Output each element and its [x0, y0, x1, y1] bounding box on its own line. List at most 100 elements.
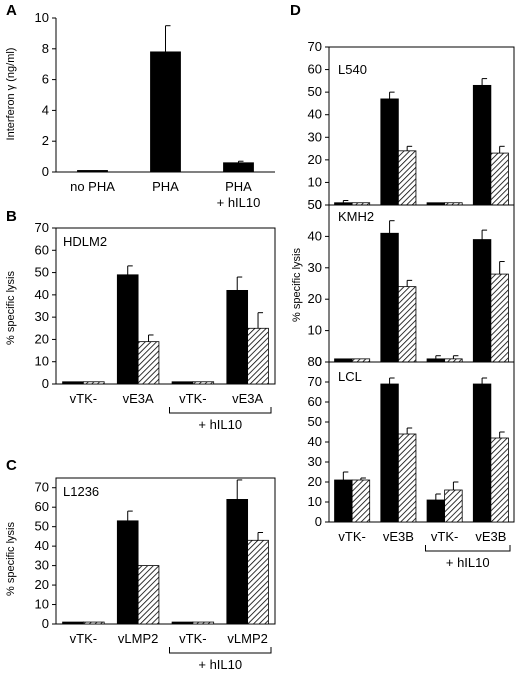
- panel-b-frame: [55, 227, 276, 385]
- panel-a-category-label: PHA: [225, 179, 252, 194]
- panel-c-ylabel: % specific lysis: [5, 522, 17, 596]
- panel-d-sub3-bar-hatched: [351, 479, 371, 523]
- panel-a-ylabel: Interferon γ (ng/ml): [5, 48, 17, 141]
- panel-d-sub1-bar-solid: [472, 84, 492, 206]
- panel-c-inset-label: L1236: [63, 484, 99, 499]
- panel-a-bar-solid: [223, 162, 254, 173]
- panel-d-sub2-ytick-label: 40: [308, 228, 322, 243]
- panel-d-sub2-ytick-label: 50: [308, 197, 322, 212]
- panel-c-bar-hatched: [82, 621, 105, 625]
- panel-c-ytick-label: 10: [35, 597, 49, 612]
- panel-d-l540-label: L540: [338, 62, 367, 77]
- panel-d-sub3-group-label: + hIL10: [446, 555, 490, 570]
- panel-d-sub1-ytick-label: 20: [308, 152, 322, 167]
- panel-c-bar-hatched: [247, 539, 269, 625]
- panel-d-plot: 0102030405060700102030405001020304050607…: [308, 39, 515, 570]
- panel-d-sub2-bar-hatched: [397, 286, 417, 363]
- panel-a-ytick-label: 4: [42, 102, 49, 117]
- panel-b-ytick-label: 10: [35, 354, 49, 369]
- panel-b-label: B: [6, 208, 17, 225]
- panel-d-sub2-bar-hatched: [490, 273, 509, 363]
- panel-d-sub1-ytick-label: 70: [308, 39, 322, 54]
- panel-c-category-label: vTK-: [70, 631, 97, 646]
- panel-b-bar-hatched: [82, 381, 105, 385]
- panel-c-ytick-label: 20: [35, 577, 49, 592]
- panel-c-label: C: [6, 457, 17, 474]
- panel-d-sub1-ytick-label: 60: [308, 62, 322, 77]
- panel-d-sub2-ytick-label: 10: [308, 323, 322, 338]
- panel-c-group-label: + hIL10: [198, 657, 242, 672]
- panel-d-sub3-bar-hatched: [490, 437, 509, 523]
- panel-c-bar-solid: [226, 499, 249, 625]
- panel-c-bar-hatched: [192, 621, 215, 625]
- panel-c-ytick-label: 50: [35, 519, 49, 534]
- panel-b-plot: 0 10 20 30 40 50 60 70 vTK-vE3A vTK-vE3A + hIL10: [35, 220, 276, 432]
- panel-b-category-label: vE3A: [232, 391, 263, 406]
- panel-c-plot: 0 10 20 30 40 50 60 70 vTK-vLMP2 vTK-vLMP2 + hIL10: [35, 477, 276, 672]
- panel-a-category-label: PHA: [152, 179, 179, 194]
- panel-b-ytick-label: 0: [42, 376, 49, 391]
- panel-a: A Interferon γ (ng/ml) 0 2 4 6 8 10 no PHA PHA P…: [5, 2, 275, 210]
- panel-b-bar-solid: [226, 289, 249, 385]
- panel-d-label: D: [290, 2, 301, 19]
- panel-c-ytick-label: 0: [42, 616, 49, 631]
- panel-d-sub1-ytick-label: 40: [308, 107, 322, 122]
- panel-c-category-label: vTK-: [179, 631, 206, 646]
- panel-d-sub1-ytick-label: 50: [308, 84, 322, 99]
- panel-c-bar-solid: [62, 621, 84, 625]
- panel-b-group-bracket: [169, 407, 272, 414]
- panel-b-ytick-label: 30: [35, 309, 49, 324]
- panel-c-bar-solid: [116, 520, 139, 625]
- panel-c-ytick-label: 70: [35, 480, 49, 495]
- panel-d-sub3-category-label: vTK-: [338, 529, 365, 544]
- panel-c-category-label: vLMP2: [118, 631, 158, 646]
- panel-a-ytick-label: 6: [42, 72, 49, 87]
- panel-d-sub2-bar-solid: [472, 239, 492, 363]
- panel-d-sub3-group-bracket: [425, 545, 511, 552]
- panel-d-sub3-ytick-label: 50: [308, 414, 322, 429]
- panel-c-bar-hatched: [137, 565, 160, 625]
- panel-b-group-label: + hIL10: [198, 417, 242, 432]
- panel-b-category-label: vE3A: [123, 391, 154, 406]
- panel-d-sub3-bar-hatched: [444, 489, 463, 523]
- panel-b-ytick-label: 40: [35, 287, 49, 302]
- panel-d-sub3-bar-hatched: [397, 433, 417, 523]
- panel-d-sub3-ytick-label: 20: [308, 474, 322, 489]
- panel-d-sub3-ytick-label: 30: [308, 454, 322, 469]
- panel-d: D % specific lysis L540 KMH2 LCL 0 10 20 30…: [290, 2, 515, 570]
- panel-c: C % specific lysis L1236 0 10 20 30 40 50 60 70…: [5, 457, 276, 672]
- panel-a-bar-solid: [150, 51, 181, 173]
- panel-b-bar-solid: [116, 274, 139, 385]
- panel-d-sub3-category-label: vTK-: [431, 529, 458, 544]
- panel-b-bar-hatched: [137, 341, 160, 385]
- panel-d-sub2-bar-solid: [380, 232, 399, 363]
- panel-d-sub1-bar-hatched: [490, 152, 509, 206]
- panel-a-category-label: + hIL10: [217, 195, 261, 210]
- panel-c-bar-solid: [171, 621, 194, 625]
- panel-d-sub1-ytick-label: 10: [308, 174, 322, 189]
- panel-d-sub3-bar-solid: [472, 383, 492, 523]
- panel-c-ytick-label: 60: [35, 499, 49, 514]
- panel-b-bar-hatched: [192, 381, 215, 385]
- panel-b-bar-solid: [62, 381, 84, 385]
- panel-d-sub3-ytick-label: 80: [308, 354, 322, 369]
- panel-b: B % specific lysis HDLM2 0 10 20 30 40 50 60 70…: [5, 208, 276, 432]
- panel-d-sub2-ytick-label: 0: [315, 354, 322, 369]
- panel-d-sub1-ytick-label: 0: [315, 197, 322, 212]
- panel-d-sub3-bar-solid: [380, 383, 399, 523]
- panel-a-ytick-label: 2: [42, 133, 49, 148]
- panel-d-sub3-ytick-label: 60: [308, 394, 322, 409]
- panel-d-sub3-ytick-label: 40: [308, 434, 322, 449]
- panel-b-ylabel: % specific lysis: [5, 271, 17, 345]
- panel-a-category-label: no PHA: [70, 179, 115, 194]
- panel-b-ytick-label: 20: [35, 331, 49, 346]
- panel-d-ylabel: % specific lysis: [291, 248, 303, 322]
- panel-c-category-label: vLMP2: [227, 631, 267, 646]
- panel-d-sub3-ytick-label: 70: [308, 374, 322, 389]
- panel-d-sub3-bar-solid: [426, 499, 446, 523]
- panel-b-ytick-label: 70: [35, 220, 49, 235]
- panel-d-sub2-ytick-label: 30: [308, 260, 322, 275]
- panel-d-sub3-bar-solid: [334, 479, 353, 523]
